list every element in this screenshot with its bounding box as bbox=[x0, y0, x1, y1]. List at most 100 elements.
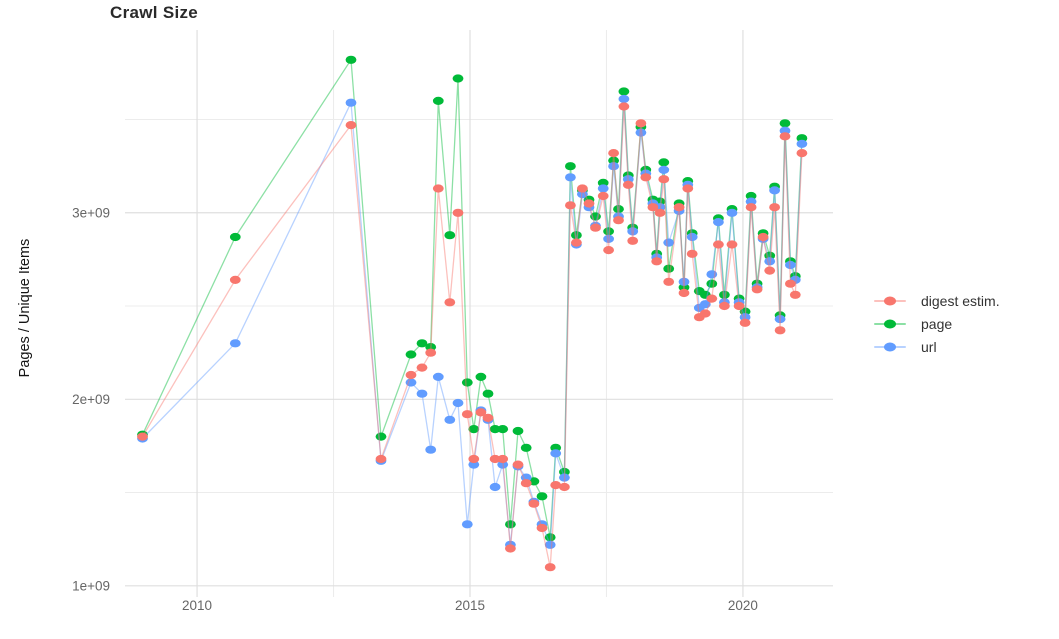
data-point-digest-estim- bbox=[550, 481, 562, 490]
data-point-digest-estim- bbox=[425, 348, 437, 357]
data-point-page bbox=[444, 231, 456, 240]
x-tick-label: 2015 bbox=[455, 598, 485, 613]
data-point-url bbox=[699, 300, 711, 309]
data-point-page bbox=[405, 350, 417, 359]
data-point-page bbox=[432, 96, 444, 105]
data-point-url bbox=[635, 128, 647, 137]
data-point-url bbox=[597, 184, 609, 193]
data-point-digest-estim- bbox=[627, 236, 639, 245]
data-point-url bbox=[489, 482, 501, 492]
data-point-digest-estim- bbox=[536, 523, 548, 533]
data-point-url bbox=[559, 473, 570, 482]
legend-label-page: page bbox=[921, 315, 953, 332]
data-point-digest-estim- bbox=[751, 285, 763, 294]
data-point-page bbox=[663, 264, 675, 273]
data-point-digest-estim- bbox=[505, 544, 516, 553]
legend-label-url: url bbox=[921, 338, 937, 355]
data-point-url bbox=[769, 186, 780, 195]
data-point-digest-estim- bbox=[682, 184, 694, 193]
data-point-page bbox=[565, 162, 576, 171]
data-point-digest-estim- bbox=[444, 298, 456, 307]
data-point-digest-estim- bbox=[571, 238, 582, 247]
legend-key-url-icon bbox=[874, 340, 906, 354]
data-point-page bbox=[779, 119, 791, 128]
data-point-digest-estim- bbox=[733, 301, 745, 311]
data-point-page bbox=[603, 227, 614, 236]
data-point-digest-estim- bbox=[779, 132, 791, 141]
data-point-page bbox=[345, 55, 357, 64]
data-point-digest-estim- bbox=[590, 223, 601, 232]
data-point-page bbox=[497, 425, 509, 434]
data-point-digest-estim- bbox=[654, 208, 666, 217]
data-point-page bbox=[719, 290, 730, 299]
x-tick-label: 2010 bbox=[182, 598, 212, 613]
legend-key-page-icon bbox=[874, 317, 906, 331]
data-point-page bbox=[416, 339, 428, 348]
legend-item-url: url bbox=[874, 337, 1000, 356]
data-point-page bbox=[482, 389, 494, 398]
y-axis-title: Pages / Unique Items bbox=[17, 238, 33, 378]
legend-label-digest: digest estim. bbox=[921, 292, 1000, 309]
data-point-digest-estim- bbox=[528, 499, 540, 508]
data-point-digest-estim- bbox=[706, 294, 718, 303]
y-tick-label: 3e+09 bbox=[72, 205, 110, 220]
data-point-url bbox=[764, 257, 776, 266]
data-point-digest-estim- bbox=[678, 288, 690, 298]
data-point-digest-estim- bbox=[789, 290, 801, 299]
data-point-page bbox=[520, 443, 532, 452]
data-point-digest-estim- bbox=[726, 240, 738, 249]
data-point-digest-estim- bbox=[559, 482, 570, 492]
series-line-digest-estim- bbox=[141, 106, 803, 568]
data-point-digest-estim- bbox=[520, 479, 532, 488]
data-point-page bbox=[571, 231, 582, 240]
data-point-page bbox=[505, 520, 516, 529]
data-point-page bbox=[706, 279, 718, 288]
data-point-digest-estim- bbox=[475, 408, 487, 417]
data-point-url bbox=[627, 227, 639, 236]
data-point-url bbox=[416, 389, 428, 398]
data-point-digest-estim- bbox=[769, 203, 780, 212]
data-point-page bbox=[618, 87, 630, 96]
data-point-digest-estim- bbox=[416, 363, 428, 372]
data-point-url bbox=[658, 165, 670, 174]
data-point-url bbox=[796, 139, 808, 148]
data-point-digest-estim- bbox=[432, 184, 444, 193]
data-point-url bbox=[706, 270, 718, 279]
data-point-digest-estim- bbox=[608, 149, 619, 158]
data-point-page bbox=[658, 158, 670, 167]
data-point-digest-estim- bbox=[640, 173, 652, 182]
data-point-url bbox=[544, 540, 556, 549]
data-point-digest-estim- bbox=[719, 301, 730, 311]
data-point-digest-estim- bbox=[497, 454, 509, 464]
data-point-digest-estim- bbox=[739, 318, 751, 327]
data-point-url bbox=[603, 234, 614, 243]
data-point-digest-estim- bbox=[699, 309, 711, 318]
legend-key-digest-icon bbox=[874, 294, 906, 308]
data-point-digest-estim- bbox=[686, 249, 698, 258]
legend: digest estim. page url bbox=[874, 291, 1000, 356]
data-point-digest-estim- bbox=[468, 454, 480, 464]
data-point-page bbox=[544, 533, 556, 542]
data-point-url bbox=[713, 218, 724, 227]
data-point-url bbox=[550, 449, 562, 458]
data-point-digest-estim- bbox=[345, 121, 357, 130]
data-point-digest-estim- bbox=[544, 563, 556, 572]
data-point-page bbox=[375, 432, 387, 441]
data-point-digest-estim- bbox=[461, 410, 473, 419]
data-point-digest-estim- bbox=[482, 413, 494, 422]
y-tick-label: 1e+09 bbox=[72, 578, 110, 593]
data-point-page bbox=[452, 74, 464, 83]
data-point-url bbox=[774, 315, 786, 324]
data-point-digest-estim- bbox=[635, 119, 647, 128]
data-point-digest-estim- bbox=[618, 102, 630, 111]
data-point-digest-estim- bbox=[647, 203, 659, 212]
data-point-url bbox=[678, 277, 690, 286]
data-point-digest-estim- bbox=[774, 326, 786, 335]
data-point-digest-estim- bbox=[512, 460, 524, 469]
data-point-digest-estim- bbox=[603, 246, 614, 255]
data-point-digest-estim- bbox=[658, 175, 670, 184]
legend-item-digest-estim: digest estim. bbox=[874, 291, 1000, 310]
data-point-url bbox=[785, 260, 796, 270]
series-line-url bbox=[142, 98, 803, 546]
